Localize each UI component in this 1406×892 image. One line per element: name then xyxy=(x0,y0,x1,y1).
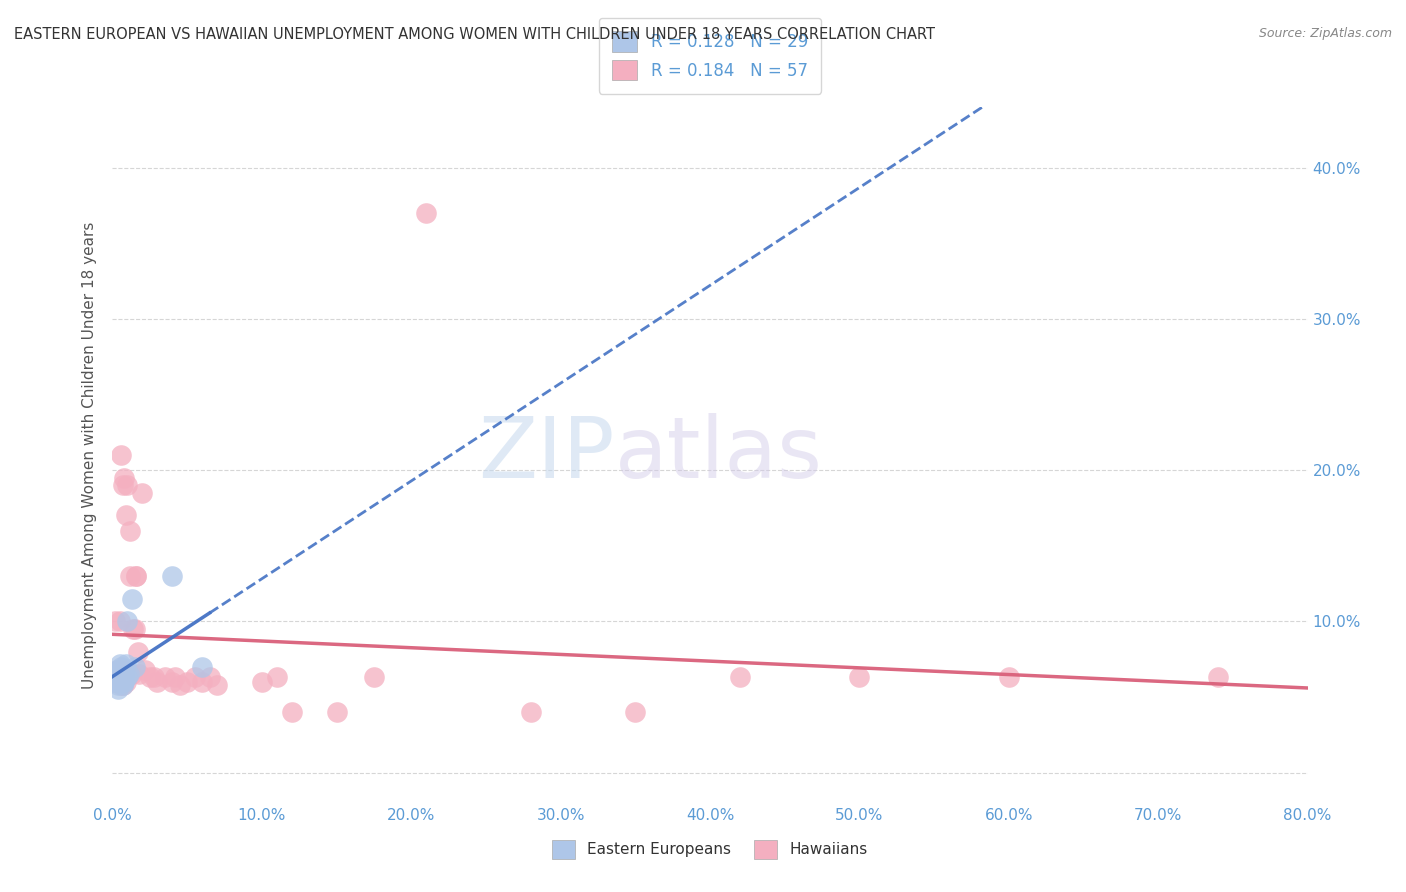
Point xyxy=(363,670,385,684)
Point xyxy=(111,478,134,492)
Point xyxy=(110,667,132,681)
Point xyxy=(169,678,191,692)
Point xyxy=(114,670,135,684)
Point xyxy=(205,678,228,692)
Point xyxy=(118,667,141,681)
Y-axis label: Unemployment Among Women with Children Under 18 years: Unemployment Among Women with Children U… xyxy=(82,221,97,689)
Point xyxy=(105,663,128,677)
Point xyxy=(114,470,135,484)
Point xyxy=(115,657,138,671)
Point xyxy=(117,478,139,492)
Point xyxy=(103,674,125,689)
Text: EASTERN EUROPEAN VS HAWAIIAN UNEMPLOYMENT AMONG WOMEN WITH CHILDREN UNDER 18 YEA: EASTERN EUROPEAN VS HAWAIIAN UNEMPLOYMEN… xyxy=(14,27,935,42)
Point xyxy=(114,674,135,689)
Point xyxy=(118,667,141,681)
Point xyxy=(115,674,138,689)
Text: ZIP: ZIP xyxy=(478,413,614,497)
Point xyxy=(191,659,214,673)
Point xyxy=(108,663,131,677)
Point xyxy=(281,705,304,719)
Point xyxy=(146,674,169,689)
Point xyxy=(728,670,751,684)
Point xyxy=(107,682,129,697)
Point xyxy=(165,670,187,684)
Point xyxy=(107,678,129,692)
Point xyxy=(117,615,139,629)
Point xyxy=(183,670,205,684)
Point xyxy=(111,670,134,684)
Point xyxy=(124,622,146,636)
Point xyxy=(128,667,150,681)
Point xyxy=(110,448,132,462)
Point xyxy=(266,670,288,684)
Point xyxy=(176,674,198,689)
Point xyxy=(110,672,132,686)
Point xyxy=(108,667,131,681)
Point xyxy=(121,591,143,606)
Point xyxy=(125,569,148,583)
Point xyxy=(624,705,647,719)
Point xyxy=(104,674,127,689)
Point xyxy=(105,663,128,677)
Text: Source: ZipAtlas.com: Source: ZipAtlas.com xyxy=(1258,27,1392,40)
Legend: Eastern Europeans, Hawaiians: Eastern Europeans, Hawaiians xyxy=(546,834,875,864)
Point xyxy=(111,663,134,677)
Point xyxy=(122,622,145,636)
Point xyxy=(124,659,146,673)
Point xyxy=(125,569,148,583)
Point xyxy=(191,674,214,689)
Point xyxy=(134,663,156,677)
Point xyxy=(198,670,221,684)
Point xyxy=(162,674,183,689)
Text: atlas: atlas xyxy=(614,413,823,497)
Point xyxy=(108,657,131,671)
Point xyxy=(114,670,135,684)
Point xyxy=(250,674,273,689)
Point xyxy=(143,670,166,684)
Point xyxy=(325,705,347,719)
Point xyxy=(117,667,139,681)
Point xyxy=(108,663,131,677)
Point xyxy=(110,670,132,684)
Point xyxy=(153,670,176,684)
Point xyxy=(104,615,127,629)
Point xyxy=(114,663,135,677)
Point xyxy=(105,670,128,684)
Point xyxy=(103,670,125,684)
Point xyxy=(139,670,162,684)
Point xyxy=(121,667,143,681)
Point xyxy=(111,674,134,689)
Point xyxy=(520,705,543,719)
Point xyxy=(110,678,132,692)
Point xyxy=(115,508,138,523)
Point xyxy=(415,206,437,220)
Point xyxy=(120,524,142,538)
Point xyxy=(107,670,129,684)
Point xyxy=(111,678,134,692)
Point xyxy=(114,663,135,677)
Point xyxy=(998,670,1021,684)
Point xyxy=(1206,670,1229,684)
Point xyxy=(110,659,132,673)
Point xyxy=(117,670,139,684)
Point xyxy=(105,667,128,681)
Point xyxy=(107,674,129,689)
Point xyxy=(848,670,870,684)
Point xyxy=(111,678,134,692)
Point xyxy=(107,670,129,684)
Point xyxy=(108,615,131,629)
Point xyxy=(108,674,131,689)
Point xyxy=(127,644,149,658)
Point xyxy=(131,485,153,500)
Point xyxy=(111,667,134,681)
Point xyxy=(162,569,183,583)
Point xyxy=(120,569,142,583)
